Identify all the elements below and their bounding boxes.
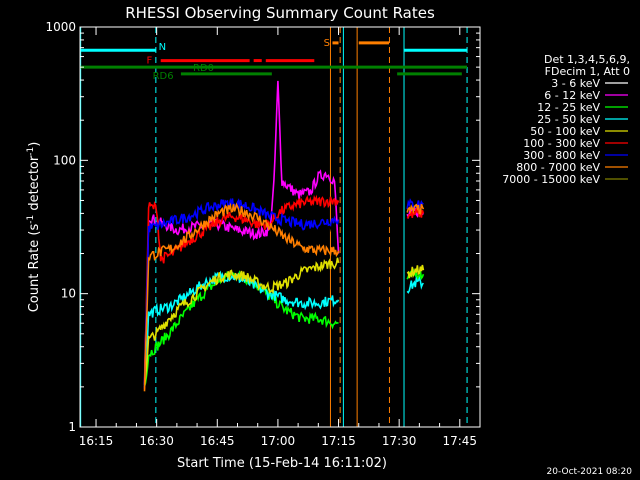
series-lines xyxy=(143,80,425,393)
legend-label-4: 25 - 50 keV xyxy=(537,113,600,126)
x-tick-label-1: 16:15 xyxy=(79,434,114,448)
axes: 16:15 16:30 16:45 17:00 17:15 17:30 17:45 1 10 10… xyxy=(45,20,480,448)
legend-header-1: Det 1,3,4,5,6,9, xyxy=(544,53,630,66)
series-line-7-seg-2 xyxy=(406,198,424,210)
flag-label-n: N xyxy=(159,42,166,53)
x-tick-label-7: 17:45 xyxy=(442,434,477,448)
y-tick-label-3: 100 xyxy=(53,153,76,167)
legend-label-1: 3 - 6 keV xyxy=(551,77,600,90)
legend: Det 1,3,4,5,6,9,FDecim 1, Att 03 - 6 keV… xyxy=(502,53,630,186)
x-tick-label-3: 16:45 xyxy=(200,434,235,448)
y-axis-label-sup2: -1 xyxy=(26,147,36,156)
y-axis-label-sup1: -1 xyxy=(26,215,36,224)
series-line-7-seg-1 xyxy=(143,197,340,389)
y-axis-label-main: Count Rate (s xyxy=(27,224,42,313)
series-line-5-seg-2 xyxy=(406,264,425,279)
flag-label-rd0: RD0 xyxy=(193,63,214,74)
series-line-1-seg-1 xyxy=(143,151,340,393)
x-axis-label: Start Time (15-Feb-14 16:11:02) xyxy=(177,456,387,471)
y-tick-label-4: 1000 xyxy=(45,20,76,34)
y-axis-label-end: ) xyxy=(27,142,42,147)
series-line-8-seg-1 xyxy=(143,202,340,392)
legend-label-8: 800 - 7000 keV xyxy=(516,161,600,174)
y-axis-label-mid: detector xyxy=(27,155,42,215)
flag-label-f: F xyxy=(147,56,153,67)
series-line-5-seg-1 xyxy=(143,257,340,388)
legend-label-5: 50 - 100 keV xyxy=(530,125,600,138)
flag-bars: NF RD0 RD6 S xyxy=(80,38,468,82)
legend-label-3: 12 - 25 keV xyxy=(537,101,600,114)
legend-header-2: FDecim 1, Att 0 xyxy=(545,65,630,78)
y-axis-label: Count Rate (s-1 detector-1) xyxy=(26,142,42,313)
y-tick-label-1: 1 xyxy=(68,420,76,434)
plot-frame xyxy=(79,26,481,428)
series-line-1-seg-2 xyxy=(406,297,425,317)
x-tick-label-4: 17:00 xyxy=(261,434,296,448)
series-line-8-seg-2 xyxy=(406,203,425,215)
legend-label-2: 6 - 12 keV xyxy=(544,89,600,102)
flag-label-s: S xyxy=(324,38,330,49)
y-tick-label-2: 10 xyxy=(61,287,76,301)
flag-label-rd6: RD6 xyxy=(153,71,174,82)
chart-title: RHESSI Observing Summary Count Rates xyxy=(125,4,435,22)
legend-label-7: 300 - 800 keV xyxy=(523,149,600,162)
legend-label-6: 100 - 300 keV xyxy=(523,137,600,150)
x-tick-label-5: 17:15 xyxy=(321,434,356,448)
series-line-4-seg-2 xyxy=(406,275,425,294)
x-tick-label-2: 16:30 xyxy=(139,434,174,448)
footer-timestamp: 20-Oct-2021 08:20 xyxy=(547,467,633,477)
legend-label-9: 7000 - 15000 keV xyxy=(502,173,600,186)
series-line-2-seg-1 xyxy=(143,80,340,385)
x-tick-label-6: 17:30 xyxy=(382,434,417,448)
